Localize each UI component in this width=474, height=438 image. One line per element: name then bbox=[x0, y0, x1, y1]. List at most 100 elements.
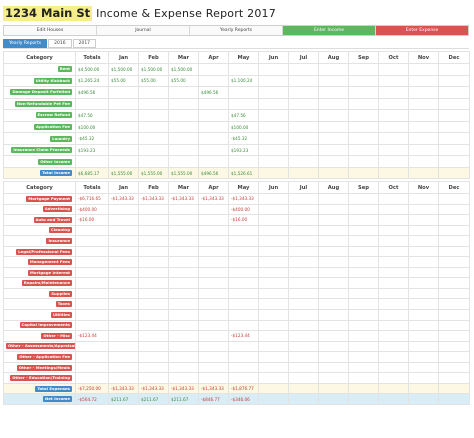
month-cell-jun bbox=[258, 309, 289, 321]
month-cell-jan: -$1,343.33 bbox=[108, 382, 139, 395]
category-label-utilities[interactable]: Utilities bbox=[50, 311, 72, 318]
totals-cell: $100.00 bbox=[75, 120, 109, 134]
tab-yearly-reports[interactable]: Yearly Reports bbox=[3, 39, 48, 48]
month-cell-jun bbox=[258, 361, 289, 374]
category-label-other-assessments-appraisals[interactable]: Other - Assessments/Appraisals bbox=[6, 343, 75, 350]
category-label-net-income[interactable]: Net Income bbox=[43, 396, 72, 403]
category-label-application-fee[interactable]: Application Fee bbox=[34, 124, 72, 130]
category-label-mortgage-payment[interactable]: Mortgage Payment bbox=[26, 195, 72, 202]
column-header-sep: Sep bbox=[348, 51, 379, 64]
category-label-rent[interactable]: Rent bbox=[57, 66, 72, 73]
category-label-utility-kickback[interactable]: Utility Kickback bbox=[33, 77, 72, 84]
nav-yearly-reports[interactable]: Yearly Reports bbox=[190, 26, 283, 35]
month-cell-nov bbox=[408, 74, 439, 88]
year-tabs: Yearly Reports 2016 2017 bbox=[3, 39, 97, 48]
category-label-repairs-maintenance[interactable]: Repairs/Maintenance bbox=[21, 280, 72, 287]
table-row: Utilities bbox=[3, 309, 470, 321]
month-cell-dec bbox=[438, 340, 470, 353]
month-cell-mar: $55.00 bbox=[168, 74, 199, 88]
category-label-management-fees[interactable]: Management Fees bbox=[27, 259, 72, 266]
category-label-total-income[interactable]: Total Income bbox=[40, 170, 72, 177]
month-cell-apr bbox=[198, 361, 229, 374]
column-header-feb: Feb bbox=[138, 51, 169, 64]
category-label-laundry[interactable]: Laundry bbox=[50, 135, 72, 142]
month-cell-oct bbox=[378, 245, 409, 258]
month-cell-jun bbox=[258, 86, 289, 99]
month-cell-feb bbox=[138, 298, 169, 310]
month-cell-feb: -$1,343.33 bbox=[138, 382, 169, 395]
month-cell-jun bbox=[258, 372, 289, 384]
tab-2016[interactable]: 2016 bbox=[48, 39, 72, 48]
month-cell-jun bbox=[258, 298, 289, 310]
category-label-supplies[interactable]: Supplies bbox=[49, 290, 72, 297]
month-cell-mar bbox=[168, 245, 199, 258]
nav-journal[interactable]: Journal bbox=[97, 26, 190, 35]
month-cell-nov bbox=[408, 224, 439, 237]
month-cell-jul bbox=[288, 63, 319, 76]
category-label-taxes[interactable]: Taxes bbox=[55, 301, 72, 308]
table-row: Laundry -$45.32 -$45.32 bbox=[3, 132, 470, 145]
month-cell-jun bbox=[258, 74, 289, 88]
table-row: Non-Refundable Pet Fee bbox=[3, 97, 470, 111]
month-cell-dec bbox=[438, 143, 470, 157]
category-label-insurance-claim-proceeds[interactable]: Insurance Claim Proceeds bbox=[11, 147, 72, 154]
month-cell-aug bbox=[318, 319, 349, 332]
month-cell-nov bbox=[408, 143, 439, 157]
month-cell-feb bbox=[138, 245, 169, 258]
category-label-insurance[interactable]: Insurance bbox=[46, 237, 72, 244]
month-cell-jan: $211.67 bbox=[108, 393, 139, 405]
category-label-other-meetings-meals[interactable]: Other - Meetings/Meals bbox=[16, 364, 72, 371]
month-cell-jan bbox=[108, 143, 139, 157]
month-cell-oct bbox=[378, 235, 409, 247]
month-cell-feb bbox=[138, 287, 169, 300]
category-label-cleaning[interactable]: Cleaning bbox=[48, 227, 72, 234]
month-cell-aug bbox=[318, 120, 349, 134]
column-header-jul: Jul bbox=[288, 181, 319, 194]
month-cell-nov bbox=[408, 277, 439, 289]
month-cell-aug bbox=[318, 193, 349, 205]
month-cell-oct bbox=[378, 214, 409, 226]
category-label-auto-and-travel[interactable]: Auto and Travel bbox=[33, 216, 72, 223]
tab-2017[interactable]: 2017 bbox=[72, 39, 97, 48]
column-header-dec: Dec bbox=[438, 181, 470, 194]
category-label-other-application-fee[interactable]: Other - Application Fee bbox=[17, 353, 72, 360]
category-label-capital-improvements[interactable]: Capital Improvements bbox=[19, 322, 72, 329]
category-label-advertising[interactable]: Advertising bbox=[42, 206, 72, 213]
month-cell-dec bbox=[438, 132, 470, 145]
category-cell: Capital Improvements bbox=[3, 319, 76, 332]
nav-edit-houses[interactable]: Edit Houses bbox=[4, 26, 97, 35]
enter-expense-button[interactable]: Enter Expense bbox=[376, 26, 468, 35]
month-cell-aug bbox=[318, 86, 349, 99]
category-label-damage-deposit-forfeited[interactable]: Damage Deposit Forfeited bbox=[10, 89, 72, 96]
enter-income-button[interactable]: Enter Income bbox=[283, 26, 376, 35]
category-cell: Total Income bbox=[3, 166, 76, 180]
month-cell-jan: -$1,343.33 bbox=[108, 193, 139, 205]
month-cell-apr bbox=[198, 372, 229, 384]
month-cell-dec bbox=[438, 214, 470, 226]
month-cell-oct bbox=[378, 287, 409, 300]
category-label-total-expenses[interactable]: Total Expenses bbox=[35, 385, 72, 392]
category-label-escrow-refund[interactable]: Escrow Refund bbox=[35, 112, 72, 119]
category-label-other-education-training[interactable]: Other - Education/Training bbox=[10, 375, 72, 382]
category-label-other-income[interactable]: Other Income bbox=[38, 158, 72, 165]
month-cell-feb bbox=[138, 256, 169, 268]
table-row: Other - Meetings/Meals bbox=[3, 361, 470, 374]
tab-divider bbox=[3, 48, 469, 49]
totals-cell bbox=[75, 309, 109, 321]
column-header-totals: Totals bbox=[75, 181, 109, 194]
month-cell-apr bbox=[198, 340, 229, 353]
totals-cell bbox=[75, 245, 109, 258]
category-label-non-refundable-pet-fee[interactable]: Non-Refundable Pet Fee bbox=[14, 100, 72, 107]
month-cell-oct bbox=[378, 256, 409, 268]
month-cell-nov bbox=[408, 382, 439, 395]
month-cell-oct bbox=[378, 298, 409, 310]
column-header-jun: Jun bbox=[258, 51, 289, 64]
totals-cell bbox=[75, 361, 109, 374]
month-cell-sep bbox=[348, 166, 379, 180]
category-label-mortgage-interest[interactable]: Mortgage Interest bbox=[28, 269, 72, 276]
month-cell-jun bbox=[258, 214, 289, 226]
month-cell-dec bbox=[438, 120, 470, 134]
month-cell-sep bbox=[348, 256, 379, 268]
category-label-other-misc[interactable]: Other - Misc bbox=[41, 332, 72, 339]
category-label-legal-professional-fees[interactable]: Legal/Professional Fees bbox=[16, 248, 72, 255]
